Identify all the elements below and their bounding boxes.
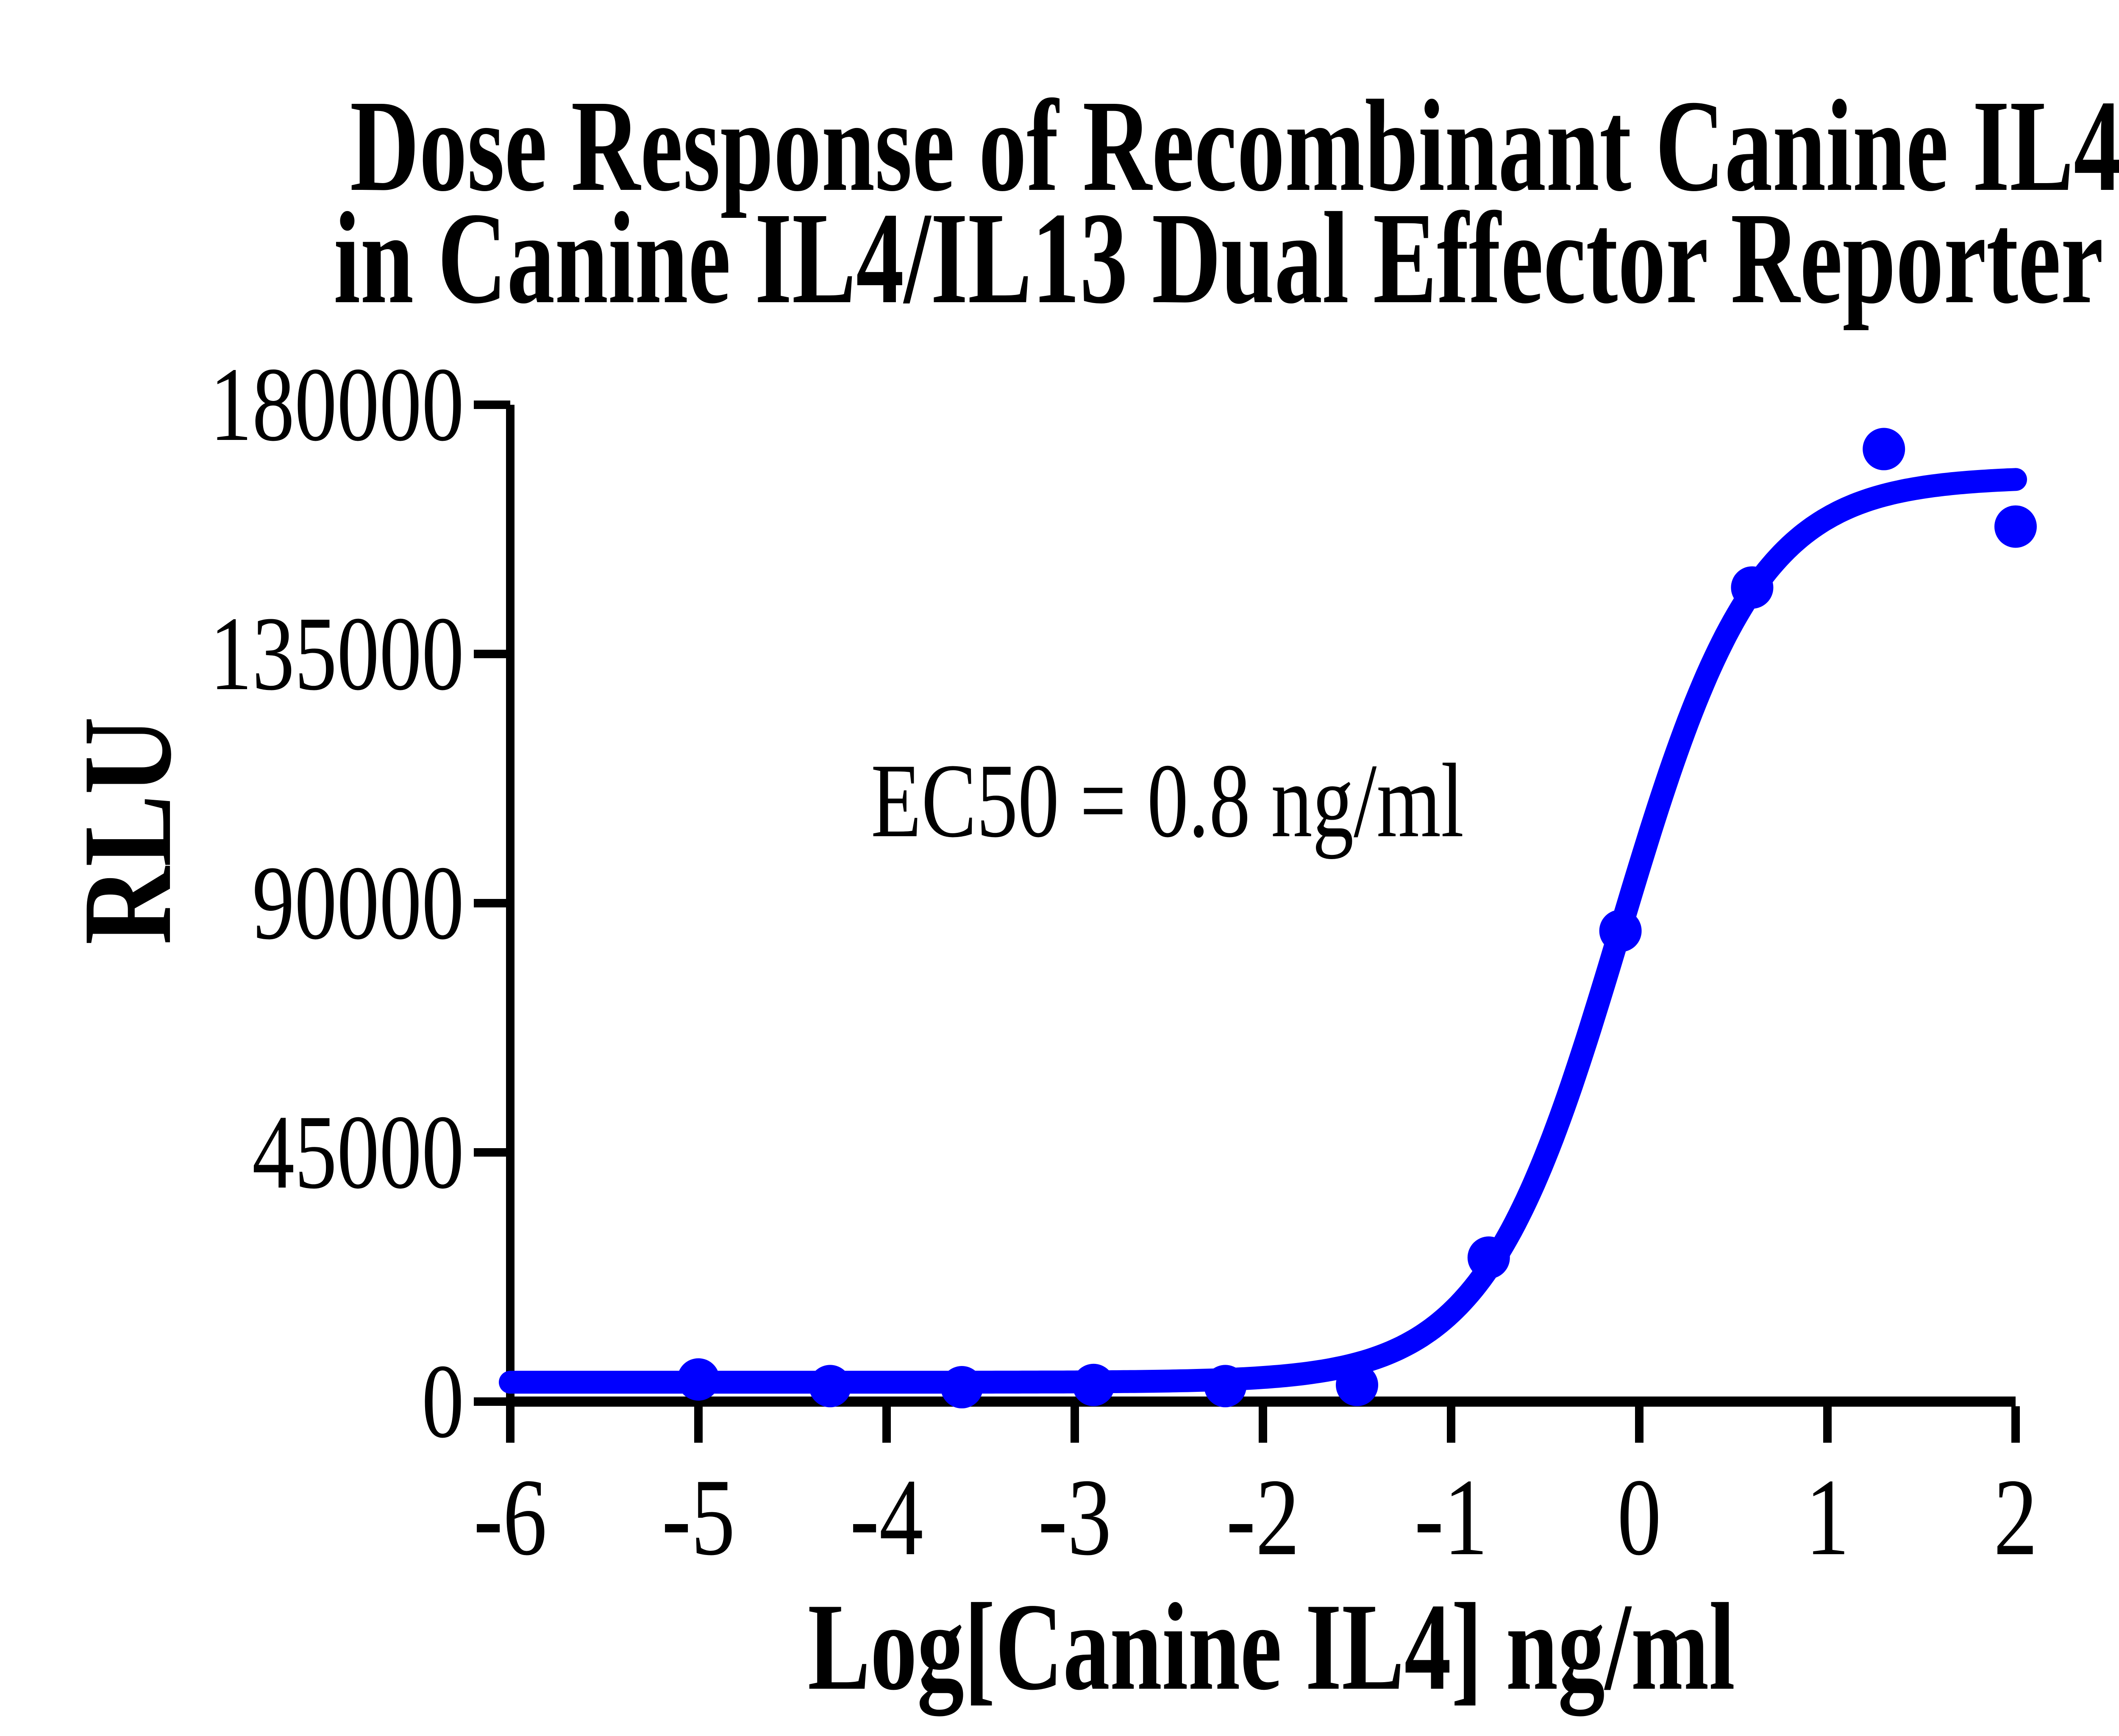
chart-title-line-2: in Canine IL4/IL13 Dual Effector Reporte… [334, 186, 2119, 331]
data-point [1994, 505, 2037, 548]
data-point [1204, 1365, 1247, 1408]
y-axis-title: RLU [57, 716, 197, 945]
x-tick-label-neg4: -4 [850, 1456, 923, 1578]
data-point [1599, 910, 1642, 952]
y-tick-label-0: 0 [422, 1343, 464, 1460]
fit-curve [499, 468, 2027, 1394]
x-tick-label-neg6: -6 [473, 1456, 547, 1578]
x-tick-label-neg1: -1 [1414, 1456, 1488, 1578]
data-point [1072, 1363, 1115, 1406]
data-point [1336, 1363, 1378, 1406]
ec50-annotation: EC50 = 0.8 ng/ml [871, 742, 1464, 860]
y-tick-label-45000: 45000 [252, 1093, 464, 1211]
y-tick-label-180000: 180000 [210, 346, 464, 463]
data-point [809, 1365, 851, 1408]
x-axis-title: Log[Canine IL4] ng/ml [807, 1577, 1735, 1716]
data-point [677, 1358, 720, 1401]
data-point [1863, 428, 1905, 470]
x-tick-label-1: 1 [1805, 1456, 1849, 1578]
data-point [940, 1366, 983, 1409]
y-tick-label-135000: 135000 [210, 595, 464, 712]
x-tick-label-neg5: -5 [662, 1456, 735, 1578]
data-point [1467, 1236, 1510, 1279]
data-point [1731, 566, 1774, 609]
x-tick-label-2: 2 [1994, 1456, 2038, 1578]
chart-title-line-1: Dose Response of Recombinant Canine IL4 [350, 73, 2119, 219]
y-tick-label-90000: 90000 [252, 844, 464, 962]
x-tick-label-neg2: -2 [1226, 1456, 1300, 1578]
x-tick-label-neg3: -3 [1038, 1456, 1112, 1578]
x-tick-label-0: 0 [1617, 1456, 1661, 1578]
